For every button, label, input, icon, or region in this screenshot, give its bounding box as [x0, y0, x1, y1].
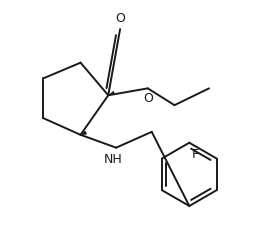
Text: NH: NH — [104, 153, 123, 166]
Text: F: F — [191, 148, 198, 161]
Polygon shape — [108, 91, 115, 95]
Text: O: O — [143, 92, 153, 105]
Text: O: O — [115, 12, 125, 25]
